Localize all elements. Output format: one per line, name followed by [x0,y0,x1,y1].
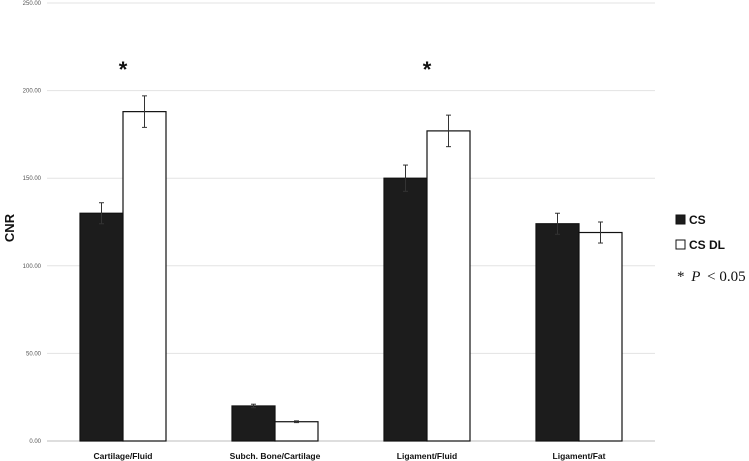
y-tick-label: 0.00 [29,439,41,445]
significance-marks: * * [119,57,432,82]
y-axis-label: CNR [2,213,17,242]
bar [426,130,471,442]
significance-note-variable: P [690,269,700,285]
significance-star: * [423,57,432,82]
bar [383,177,428,442]
y-tick-label: 150.00 [23,176,42,182]
bar [231,405,276,442]
significance-note: * P < 0.05 [677,269,746,285]
bar [274,421,319,442]
y-tick-label: 100.00 [23,264,42,270]
y-tick-labels: 0.00 50.00 100.00 150.00 200.00 250.00 [23,1,42,445]
legend-swatch-cs-dl [675,239,686,250]
significance-note-relation: < 0.05 [707,269,745,285]
x-tick-label: Cartilage/Fluid [93,451,152,461]
legend-label-cs-dl: CS DL [689,238,725,252]
x-tick-label: Ligament/Fluid [397,451,457,461]
bar [578,231,623,442]
y-tick-label: 50.00 [26,351,42,357]
y-tick-label: 200.00 [23,89,42,95]
significance-note-symbol: * [677,269,685,285]
error-bars [99,95,603,424]
y-tick-label: 250.00 [23,1,42,7]
legend-swatch-cs [675,214,686,225]
legend-label-cs: CS [689,213,706,227]
x-tick-label: Ligament/Fat [553,451,606,461]
bar [535,223,580,442]
x-tick-labels: Cartilage/Fluid Subch. Bone/Cartilage Liga… [93,451,605,461]
bars [79,111,623,442]
bar [79,212,124,442]
legend: CS CS DL * P < 0.05 [675,213,746,285]
x-tick-label: Subch. Bone/Cartilage [230,451,321,461]
bar [122,111,167,442]
significance-star: * [119,57,128,82]
